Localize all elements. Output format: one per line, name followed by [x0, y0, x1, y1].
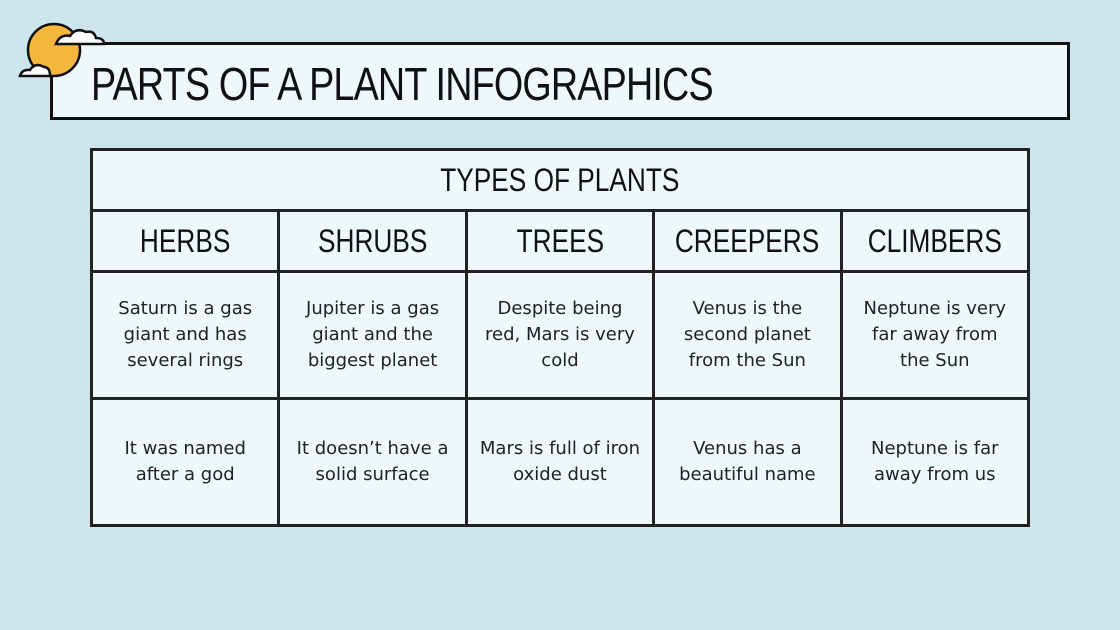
column-header: CLIMBERS: [839, 209, 1031, 273]
table-row: It was named after a god It doesn’t have…: [89, 397, 1031, 527]
table-cell: Mars is full of iron oxide dust: [464, 397, 656, 527]
column-header: CREEPERS: [652, 209, 843, 273]
table-cell: Despite being red, Mars is very cold: [464, 270, 656, 400]
plant-types-table: TYPES OF PLANTS HERBS SHRUBS TREES CREEP…: [89, 148, 1031, 527]
table-cell: Neptune is far away from us: [839, 397, 1031, 527]
table-row: Saturn is a gas giant and has several ri…: [89, 270, 1031, 400]
table-cell: Jupiter is a gas giant and the biggest p…: [277, 270, 468, 400]
column-header: TREES: [464, 209, 656, 273]
column-header: HERBS: [89, 209, 281, 273]
table-cell: Venus is the second planet from the Sun: [652, 270, 843, 400]
column-header: SHRUBS: [277, 209, 468, 273]
table-cell: It was named after a god: [89, 397, 281, 527]
sun-with-clouds-icon: [18, 22, 106, 78]
page-title: PARTS OF A PLANT INFOGRAPHICS: [91, 58, 714, 110]
table-cell: It doesn’t have a solid surface: [277, 397, 468, 527]
title-box: PARTS OF A PLANT INFOGRAPHICS: [50, 42, 1070, 120]
table-cell: Venus has a beautiful name: [652, 397, 843, 527]
table-caption: TYPES OF PLANTS: [90, 148, 1030, 212]
table-cell: Saturn is a gas giant and has several ri…: [89, 270, 281, 400]
table-cell: Neptune is very far away from the Sun: [839, 270, 1031, 400]
